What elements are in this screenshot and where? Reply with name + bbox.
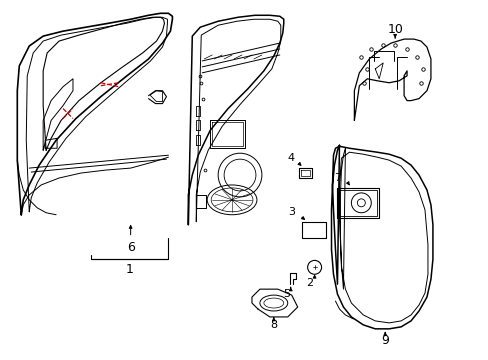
- Text: 2: 2: [305, 278, 312, 288]
- Text: 9: 9: [381, 334, 388, 347]
- Text: 1: 1: [125, 263, 133, 276]
- Text: 3: 3: [287, 207, 294, 217]
- Text: 7: 7: [333, 173, 340, 183]
- Text: 8: 8: [270, 320, 277, 330]
- Text: 4: 4: [287, 153, 294, 163]
- Text: 6: 6: [126, 241, 134, 254]
- Text: 10: 10: [386, 23, 402, 36]
- Text: 5: 5: [283, 289, 290, 299]
